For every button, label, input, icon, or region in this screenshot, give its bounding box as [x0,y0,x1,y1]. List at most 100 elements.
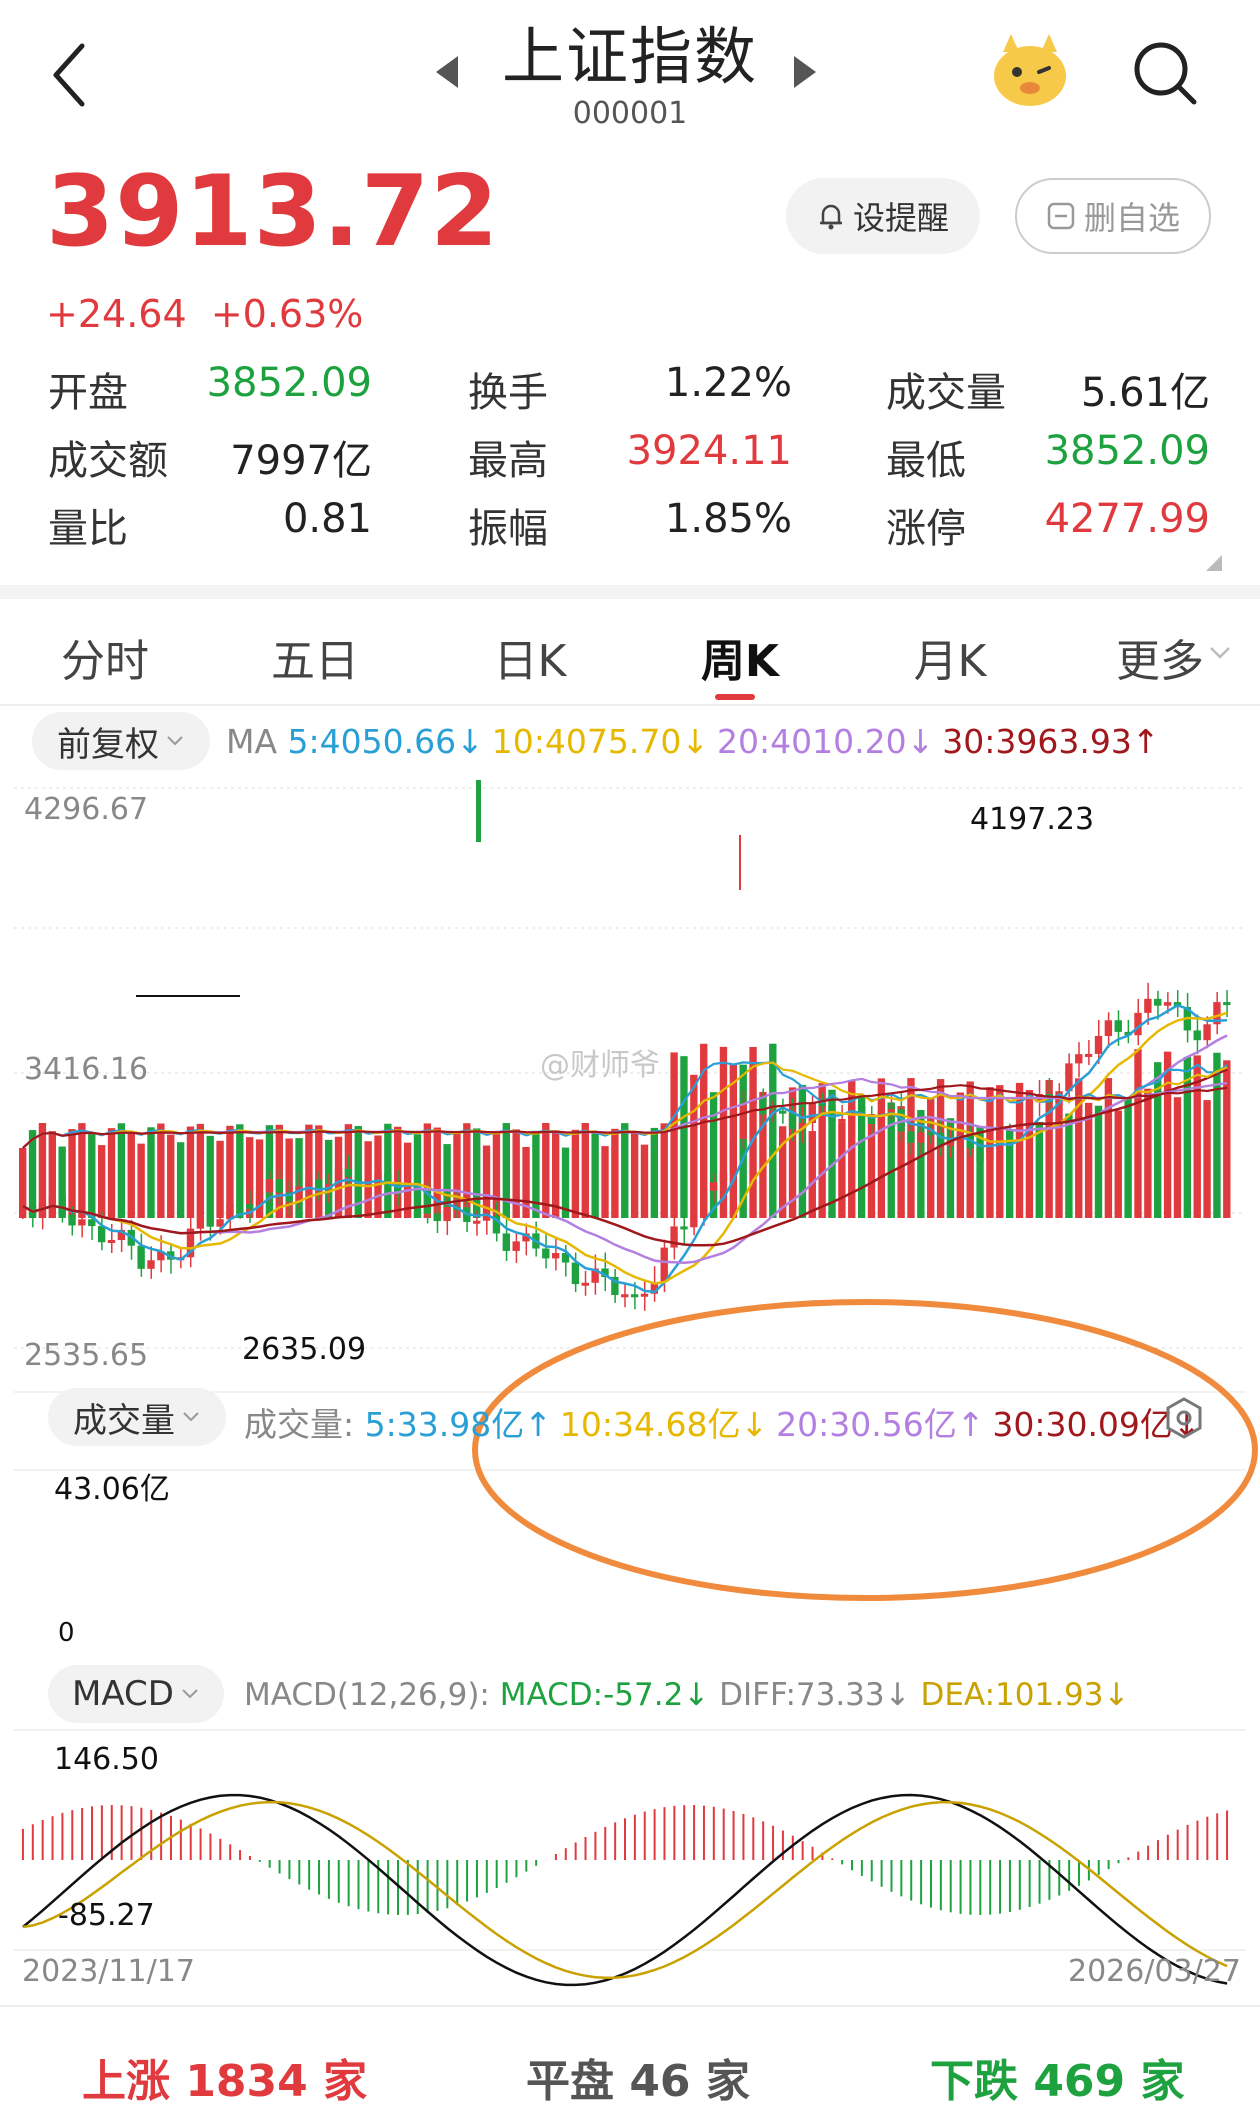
volume-selector[interactable]: 成交量 [48,1388,226,1446]
adjust-selector[interactable]: 前复权 [32,712,210,770]
volume-bar [196,1123,205,1218]
candle-body [476,780,481,842]
tab-0[interactable]: 分时 [61,636,149,687]
volume-selector-label: 成交量 [73,1400,175,1441]
candle-body [433,1213,441,1222]
candle-body [295,1186,303,1202]
tab-3[interactable]: 周K [700,636,780,687]
candle-body [700,1190,708,1216]
candle-body [1084,1053,1093,1057]
candle-body [147,1260,155,1269]
kline-chart[interactable] [0,780,1260,1990]
volume-bar [897,1106,905,1218]
volume-bar [976,1126,984,1218]
volume-bar [167,1134,175,1218]
search-icon[interactable] [1130,38,1200,108]
set-alert-button[interactable]: 设提醒 [786,178,980,254]
candle-body [542,1248,550,1259]
decliners-count[interactable]: 下跌 469 家 [930,2056,1185,2107]
volume-bar [601,1146,609,1218]
minus-box-icon [1047,202,1075,230]
candle-body [226,1203,234,1220]
volume-bar [660,1123,668,1218]
index-code: 000001 [572,96,688,131]
volume-bar [719,1046,728,1218]
volume-bar [1075,1078,1083,1218]
y-axis-mid: 3416.16 [24,1052,149,1087]
ma-line [22,1068,1228,1247]
candle-body [315,1179,323,1189]
candle-body [305,1179,313,1187]
y-axis-low: 2535.65 [24,1338,149,1373]
volume-bar [690,1074,698,1218]
volume-bar [581,1123,589,1218]
tab-1[interactable]: 五日 [271,636,359,687]
tab-4[interactable]: 月K [913,636,987,687]
volume-bar [364,1141,372,1218]
tab-2[interactable]: 日K [493,636,567,687]
candle-body [324,1184,333,1189]
candle-body [857,1105,866,1116]
unchanged-count[interactable]: 平盘 46 家 [526,2056,750,2107]
candle-body [1124,1031,1132,1036]
macd-min-label: -85.27 [58,1898,155,1933]
candle-body [640,1293,649,1297]
volume-bar [423,1123,432,1218]
candle-body [246,1204,254,1209]
current-price: 3913.72 [46,155,500,269]
volume-bar [542,1123,550,1218]
change-percent: +0.63% [210,292,364,336]
candle-body [196,1217,205,1229]
next-index-icon[interactable] [790,52,820,92]
candle-body [344,1168,353,1177]
stat-value: 3924.11 [626,428,792,474]
adjust-label: 前复权 [57,724,159,765]
prev-index-icon[interactable] [432,52,462,92]
candle-body [561,1253,570,1263]
candle-body [630,1294,639,1298]
remove-watchlist-label: 删自选 [1083,199,1180,237]
max-price-label: 4197.23 [970,802,1095,837]
volume-bar [1015,1082,1024,1218]
stat-value: 5.61亿 [1080,370,1210,416]
ma-line [22,1034,1228,1265]
volume-bar [1213,1052,1221,1218]
active-tab-indicator [715,694,755,700]
volume-bar [769,1043,777,1218]
back-icon[interactable] [50,40,90,110]
volume-bar [38,1123,47,1218]
expand-corner-icon[interactable] [1206,555,1222,571]
candle-body [946,1141,955,1146]
mascot-icon[interactable] [985,30,1075,110]
candle-body [502,1233,510,1251]
candle-body [1025,1102,1034,1127]
volume-bar [502,1123,510,1218]
stat-label: 最高 [468,438,548,484]
candle-body [117,1229,126,1241]
candle-body [887,1109,895,1113]
advancers-count[interactable]: 上涨 1834 家 [82,2056,368,2107]
ma-legend: MA 5:4050.66↓ 10:4075.70↓ 20:4010.20↓ 30:39… [226,722,1167,761]
volume-bar [867,1114,876,1218]
volume-bar [670,1052,678,1218]
volume-bar [1163,1051,1172,1218]
candle-body [1114,1020,1122,1032]
candle-body [1104,1020,1113,1036]
volume-bar [137,1143,145,1218]
remove-watchlist-button[interactable]: 删自选 [1015,178,1211,254]
candle-body [1213,1002,1221,1025]
volume-bar [1104,1078,1113,1218]
candle-body [719,1172,728,1183]
volume-bar [463,1123,471,1218]
candle-body [907,1131,915,1143]
chevron-down-icon[interactable] [1208,645,1232,661]
volume-bar [1055,1095,1063,1218]
candle-body [670,1226,678,1248]
annotation-ellipse [472,1299,1258,1601]
macd-selector[interactable]: MACD [48,1665,224,1723]
settings-icon[interactable] [1164,1396,1204,1440]
tab-5[interactable]: 更多 [1116,636,1204,687]
volume-zero-label: 0 [58,1618,75,1648]
volume-bar [1025,1090,1034,1218]
volume-bar [1203,1100,1211,1218]
